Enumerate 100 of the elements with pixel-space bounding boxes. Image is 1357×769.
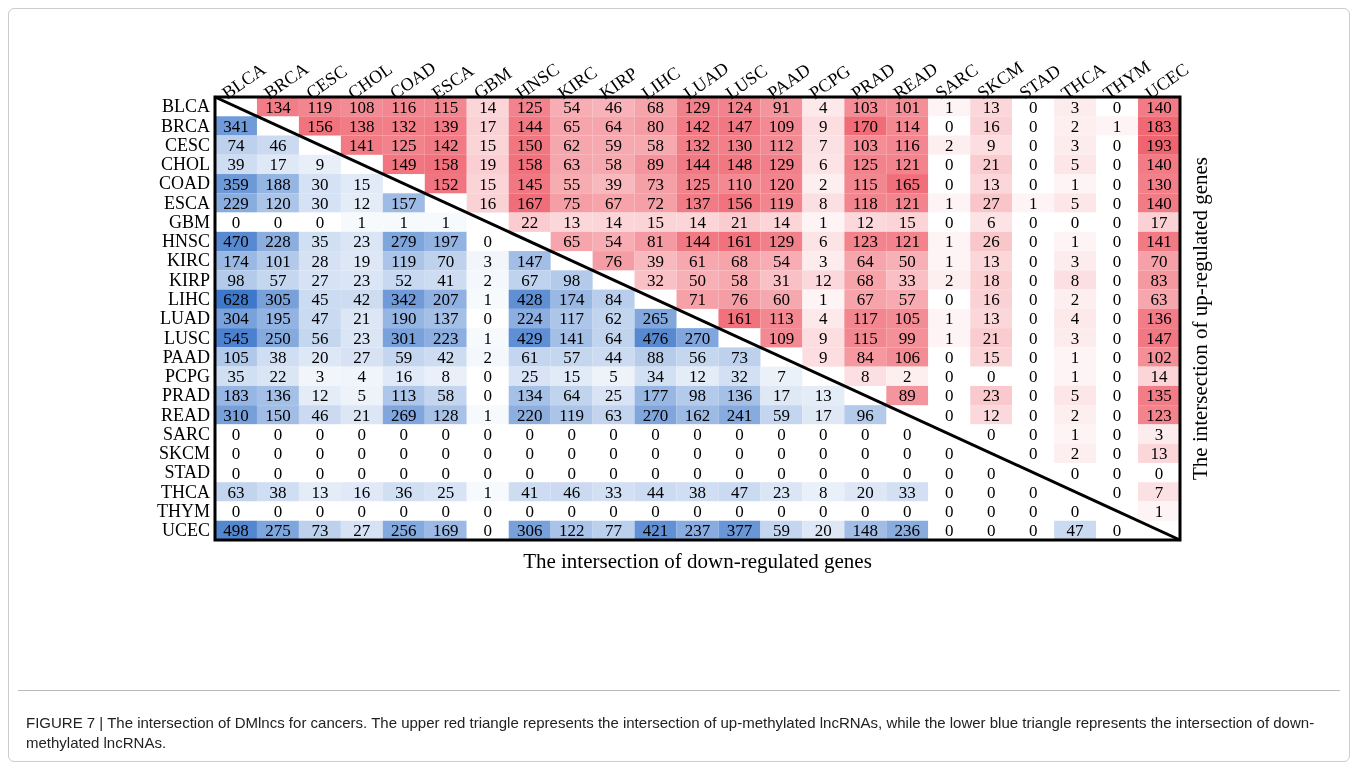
data-label: 177 [642,386,669,406]
data-label: 0 [1112,309,1122,329]
data-label: 34 [647,367,665,387]
data-label: 0 [777,463,786,483]
data-label: 236 [894,521,921,541]
data-label: 3 [1070,136,1080,156]
data-label: 0 [399,444,409,464]
data-label: 2 [944,136,954,156]
data-label: 0 [735,425,744,445]
data-label: 64 [563,386,581,406]
data-label: 0 [1112,136,1122,156]
data-label: 0 [651,444,660,464]
data-label: 44 [647,482,665,502]
data-label: 16 [395,367,413,387]
data-label: 73 [730,347,748,367]
data-label: 0 [651,502,660,522]
data-label: 0 [1112,174,1122,194]
data-label: 197 [433,232,460,252]
data-label: 58 [647,136,665,156]
data-label: 73 [647,174,665,194]
data-label: 149 [391,155,417,175]
data-label: 3 [1070,97,1080,117]
data-label: 147 [726,116,753,136]
data-label: 9 [819,328,828,348]
data-label: 169 [433,521,459,541]
data-label: 0 [525,444,534,464]
data-label: 19 [479,155,497,175]
data-label: 147 [516,251,543,271]
data-label: 0 [441,502,451,522]
data-label: 28 [311,251,329,271]
data-label: 25 [521,367,539,387]
data-label: 47 [1066,521,1085,541]
data-label: 77 [605,521,623,541]
data-label: 0 [651,463,660,483]
data-label: 23 [353,270,371,290]
y-tick-label: LIHC [168,289,210,309]
data-label: 0 [483,444,492,464]
y-tick-label: KIRC [166,250,210,271]
data-label: 22 [269,367,287,387]
data-label: 42 [437,347,455,367]
data-label: 0 [1112,482,1122,502]
data-label: 137 [433,309,460,329]
data-label: 3 [1154,425,1164,445]
data-label: 56 [689,347,706,367]
data-label: 0 [315,213,325,233]
data-label: 139 [433,116,459,136]
data-label: 68 [647,97,665,117]
data-label: 2 [1070,116,1080,136]
y-tick-label: GBM [168,211,210,232]
data-label: 64 [605,116,623,136]
data-label: 0 [483,232,492,252]
data-label: 161 [726,232,753,252]
data-label: 0 [819,444,828,464]
data-label: 0 [1028,425,1038,445]
data-label: 96 [856,405,874,425]
data-label: 0 [1112,521,1122,541]
data-label: 1 [399,213,409,233]
data-label: 134 [516,386,543,406]
data-label: 0 [1028,347,1038,367]
data-label: 156 [726,193,753,213]
data-label: 71 [689,290,706,310]
data-label: 38 [269,482,287,502]
data-label: 33 [898,270,916,290]
data-label: 8 [441,367,451,387]
data-label: 116 [894,136,920,156]
data-label: 7 [819,136,829,156]
data-label: 57 [898,290,917,310]
data-label: 0 [986,502,996,522]
data-label: 16 [353,482,371,502]
data-label: 121 [894,155,921,175]
data-label: 0 [986,425,996,445]
y-tick-label: SKCM [158,443,210,464]
data-label: 207 [433,290,460,310]
data-label: 2 [483,270,492,290]
data-label: 1 [1070,347,1080,367]
data-label: 304 [223,309,250,329]
data-label: 141 [558,328,585,348]
data-label: 0 [483,386,492,406]
data-label: 0 [944,386,954,406]
data-label: 270 [642,405,669,425]
data-label: 113 [391,386,417,406]
data-label: 2 [903,367,912,387]
data-label: 0 [1112,328,1122,348]
data-label: 498 [223,521,249,541]
data-label: 5 [1070,193,1080,213]
data-label: 301 [391,328,417,348]
data-label: 54 [563,97,581,117]
data-label: 3 [483,251,492,271]
data-label: 0 [1028,405,1038,425]
data-label: 130 [726,136,753,156]
data-label: 75 [563,193,581,213]
data-label: 377 [726,521,753,541]
data-label: 1 [483,328,492,348]
data-label: 0 [399,425,409,445]
data-label: 121 [894,193,921,213]
data-label: 16 [479,193,497,213]
data-label: 0 [1112,270,1122,290]
data-label: 0 [315,463,325,483]
data-label: 65 [563,116,581,136]
data-label: 136 [726,386,753,406]
